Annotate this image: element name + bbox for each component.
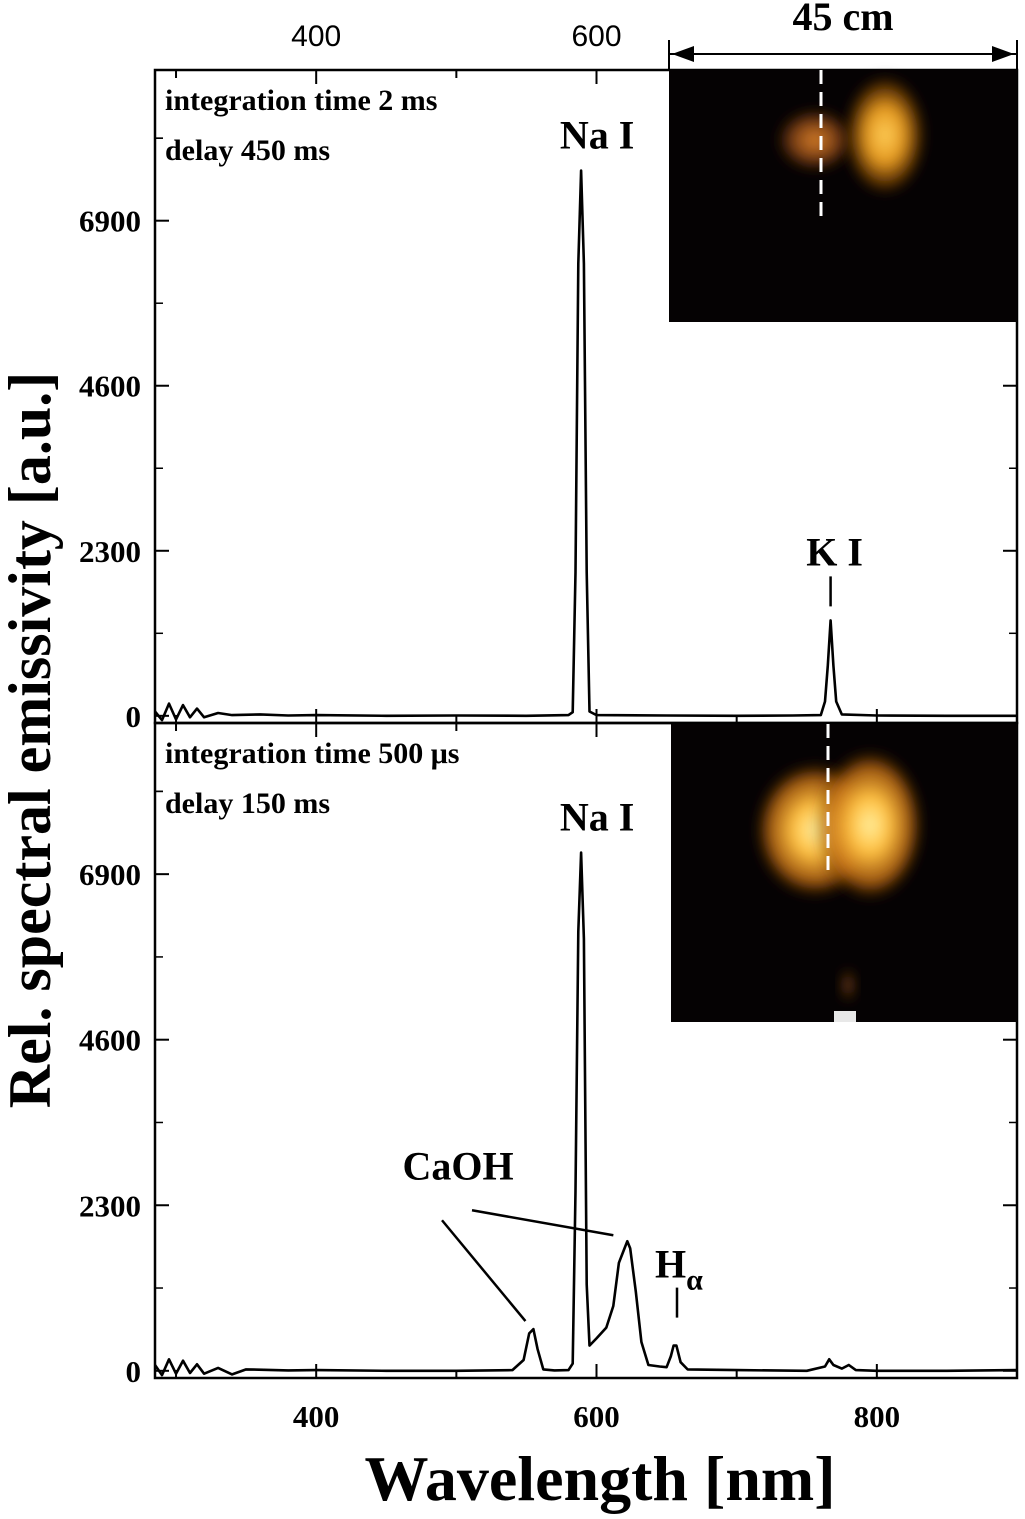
condition-text: integration time 2 ms: [165, 84, 437, 117]
peak-label-k: K I: [806, 529, 863, 574]
plume-blob: [773, 106, 857, 174]
plot-frame-bottom: [153, 721, 1019, 1380]
y-tick-label: 6900: [79, 857, 141, 892]
peak-label-na: Na I: [560, 795, 634, 840]
panel-top: 0 2300 4600 6900 integration time 2 ms delay …: [79, 20, 1019, 734]
plume-image-top-bg: [669, 70, 1017, 322]
plume-stem: [840, 963, 856, 1007]
scale-arrow-left: [672, 46, 694, 62]
x-tick-label-top: 400: [291, 20, 341, 53]
peak-label-na: Na I: [560, 112, 634, 157]
y-tick-label: 2300: [79, 534, 141, 569]
panel-bottom: 0 2300 4600 6900 integration time 500 μs dela…: [0, 372, 1019, 1514]
plume-image-bottom: [671, 724, 1017, 1022]
caoh-leader-1: [441, 1219, 527, 1322]
y-tick-label: 4600: [79, 369, 141, 404]
y-axis-label: Rel. spectral emissivity [a.u.]: [0, 372, 63, 1109]
x-tick-label: 800: [854, 1399, 901, 1434]
y-tick-label: 0: [126, 699, 142, 734]
x-tick-label: 400: [293, 1399, 340, 1434]
y-tick-label: 2300: [79, 1188, 141, 1223]
x-tick-label: 600: [573, 1399, 620, 1434]
condition-text: delay 450 ms: [165, 134, 330, 167]
spectrum-line-top: [153, 169, 1017, 722]
peak-label-h-alpha: Hα: [655, 1242, 703, 1297]
plume-image-top: [669, 70, 1017, 322]
condition-text: integration time 500 μs: [165, 737, 459, 770]
peak-label-caoh: CaOH: [402, 1143, 513, 1188]
y-tick-label: 0: [126, 1354, 142, 1389]
y-tick-label: 4600: [79, 1023, 141, 1058]
x-axis-label: Wavelength [nm]: [364, 1443, 835, 1514]
y-tick-label: 6900: [79, 204, 141, 239]
spectrum-line-bottom: [153, 851, 1018, 1377]
plume-blob: [843, 73, 927, 197]
scale-bar: 45 cm: [668, 0, 1018, 70]
condition-text: delay 150 ms: [165, 787, 330, 820]
x-tick-label-top: 600: [571, 20, 621, 53]
caoh-leader-2: [471, 1209, 614, 1237]
plume-source: [834, 1011, 856, 1022]
scale-bar-label: 45 cm: [792, 0, 893, 39]
scale-arrow-right: [992, 46, 1014, 62]
plume-blob: [815, 747, 925, 903]
